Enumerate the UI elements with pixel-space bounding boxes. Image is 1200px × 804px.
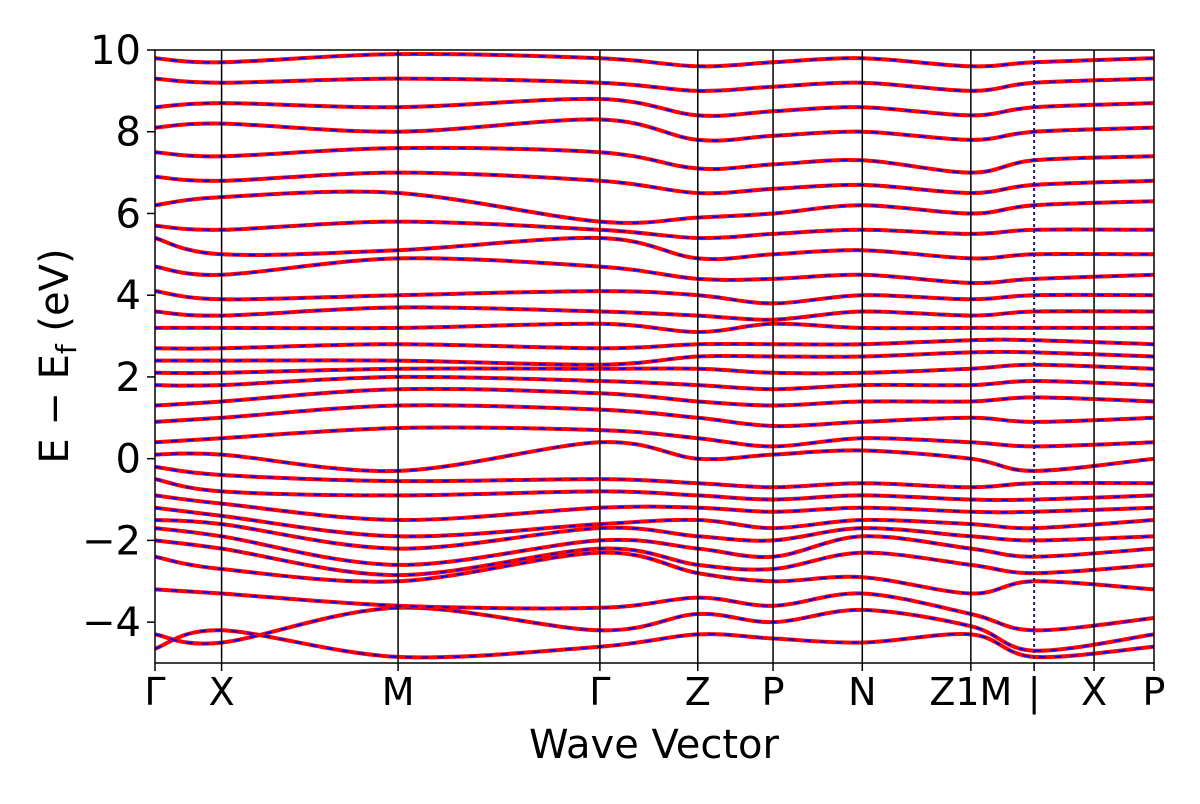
band-22-series-1 <box>155 256 1154 285</box>
band-21-series-1 <box>155 289 1154 306</box>
band-14-series-1 <box>155 386 1154 408</box>
y-tick-label-5: 6 <box>116 191 141 237</box>
band-24-series-1 <box>155 219 1154 241</box>
plot-frame <box>154 49 1155 664</box>
band-9-series-2 <box>155 478 1154 502</box>
x-tick-label-4: Z <box>685 670 711 714</box>
band-25-series-1 <box>155 189 1154 225</box>
y-tick-label-7: 10 <box>90 28 141 74</box>
band-8-series-2 <box>155 494 1154 522</box>
x-tick-label-10: P <box>1143 670 1166 714</box>
y-ticks: −4 −2 0 2 4 6 8 10 <box>82 28 155 646</box>
kpoint-lines <box>220 50 1095 663</box>
y-tick-label-0: −4 <box>82 600 141 646</box>
x-tick-label-1: X <box>209 670 235 714</box>
y-tick-label-2: 0 <box>116 437 141 483</box>
band-30-series-1 <box>155 76 1154 93</box>
band-2-series-2 <box>155 588 1154 632</box>
y-tick-label-1: −2 <box>82 518 141 564</box>
x-ticks: Γ X M Γ Z P N Z1M | X P <box>144 663 1165 715</box>
x-tick-label-9: X <box>1081 670 1107 714</box>
band-11-series-1 <box>155 440 1154 474</box>
band-27-series-2 <box>155 146 1154 174</box>
band-3-series-2 <box>155 551 1154 595</box>
band-5-series-2 <box>155 527 1154 566</box>
x-tick-label-8: | <box>1028 670 1041 715</box>
x-tick-label-6: N <box>848 670 876 714</box>
x-tick-label-7: Z1M <box>929 670 1012 714</box>
band-29-series-2 <box>155 97 1154 117</box>
y-axis-label: E − Ef (eV) <box>32 248 83 463</box>
band-17-series-2 <box>155 350 1154 366</box>
x-tick-label-0: Γ <box>144 670 165 714</box>
y-axis-label-subscript: f <box>50 343 83 354</box>
band-12-series-1 <box>155 425 1154 449</box>
band-19-series-2 <box>155 322 1154 334</box>
band-16-series-1 <box>155 362 1154 376</box>
band-1-series-2 <box>155 606 1154 652</box>
bands-layer <box>155 51 1154 660</box>
band-26-series-1 <box>155 170 1154 196</box>
band-13-series-1 <box>155 403 1154 429</box>
x-tick-label-2: M <box>382 670 415 714</box>
y-tick-label-3: 2 <box>116 355 141 401</box>
band-10-series-1 <box>155 464 1154 490</box>
y-tick-label-4: 4 <box>116 273 141 319</box>
x-tick-label-3: Γ <box>589 670 610 714</box>
y-axis-label-main: E − E <box>32 354 78 464</box>
band-6-series-2 <box>155 519 1154 550</box>
band-23-series-1 <box>155 235 1154 262</box>
band-28-series-2 <box>155 118 1154 142</box>
band-15-series-1 <box>155 374 1154 392</box>
band-4-series-2 <box>155 539 1154 577</box>
x-tick-label-5: P <box>762 670 785 714</box>
x-axis-label: Wave Vector <box>529 722 780 768</box>
band-18-series-2 <box>155 338 1154 350</box>
y-tick-label-6: 8 <box>116 110 141 156</box>
band-20-series-1 <box>155 305 1154 322</box>
band-0-series-2 <box>155 629 1154 659</box>
y-axis-label-unit: (eV) <box>32 248 78 344</box>
band-7-series-1 <box>155 505 1154 539</box>
band-31-series-1 <box>155 51 1154 69</box>
